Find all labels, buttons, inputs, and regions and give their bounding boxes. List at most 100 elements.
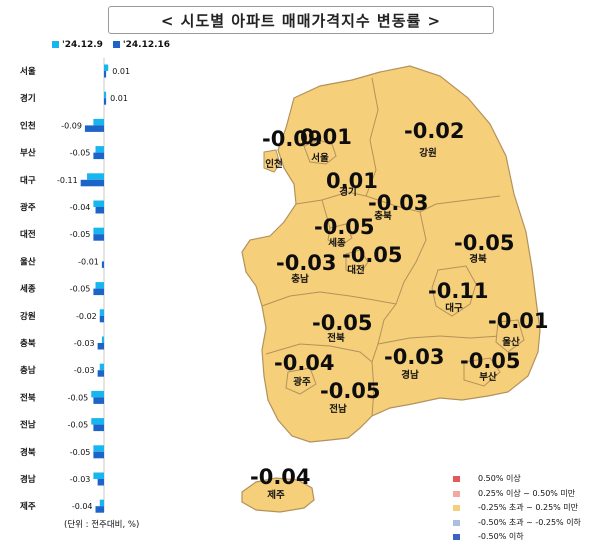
bar-value-label: -0.03 (74, 339, 95, 348)
map-value-label: -0.11 (428, 279, 489, 303)
daejeon-outline (345, 249, 369, 275)
legend-entry-prev: '24.12.9 (52, 40, 103, 50)
map-value-label: 0.01 (326, 169, 378, 193)
bar-prev-week (93, 445, 104, 452)
map-region-label: 충남 (291, 273, 309, 285)
map-region-label: 대전 (347, 264, 364, 276)
map-value-label: -0.03 (384, 345, 445, 369)
bar-prev-week (87, 173, 104, 180)
map-legend-row: 0.50% 이상 (453, 472, 581, 487)
map-value-label: -0.01 (488, 309, 549, 333)
map-value-label: -0.03 (368, 191, 429, 215)
map-legend-label: 0.25% 이상 ~ 0.50% 미만 (478, 488, 576, 498)
bar-curr-week (93, 234, 104, 241)
bar-value-label: 0.01 (110, 94, 128, 103)
page-title: < 시도별 아파트 매매가격지수 변동률 > (108, 6, 494, 34)
bar-curr-week (93, 397, 104, 404)
bar-prev-week (104, 91, 107, 99)
map-value-label: -0.05 (460, 349, 521, 373)
bar-value-label: -0.02 (76, 312, 97, 321)
category-label: 광주 (20, 202, 36, 213)
map-value-label: -0.05 (454, 231, 515, 255)
border-chungnam-jeonbuk (261, 291, 397, 307)
bar-prev-week (93, 118, 104, 126)
category-label: 충남 (20, 365, 36, 376)
bar-value-label: -0.05 (70, 285, 91, 294)
map-region-label: 제주 (267, 489, 285, 501)
map-region-label: 대구 (445, 302, 463, 314)
map-region-label: 부산 (479, 371, 497, 383)
map-labels: -0.09인천0.01서울0.01경기-0.02강원-0.03충북-0.05세종… (250, 119, 549, 501)
bar-prev-week (104, 64, 109, 71)
map-metro-outlines (263, 139, 525, 395)
map-value-label: -0.09 (262, 127, 323, 151)
category-label: 제주 (20, 501, 36, 512)
bar-curr-week (93, 152, 104, 160)
map-region-label: 경북 (469, 253, 487, 265)
bar-value-label: -0.01 (78, 257, 99, 266)
category-label: 전남 (20, 420, 36, 431)
korea-map (241, 65, 541, 513)
border-gyeonggi-gangwon (365, 77, 379, 197)
bar-value-label: -0.05 (68, 421, 89, 430)
bar-value-label: -0.04 (72, 502, 93, 511)
bar-prev-week (101, 336, 104, 343)
map-legend-swatch (453, 476, 460, 483)
category-label: 경남 (20, 474, 36, 485)
bar-prev-week (95, 282, 104, 289)
map-region-label: 경남 (401, 369, 419, 381)
bar-curr-week (84, 125, 104, 132)
map-legend-label: -0.25% 초과 ~ 0.25% 미만 (478, 503, 579, 512)
seoul-outline (303, 139, 337, 165)
map-region-label: 강원 (419, 147, 436, 159)
map-region-label: 광주 (293, 376, 311, 388)
bar-value-label: -0.04 (70, 203, 91, 212)
map-value-label: -0.05 (312, 311, 373, 335)
category-label: 세종 (20, 284, 36, 295)
category-label: 울산 (20, 256, 36, 267)
incheon-outline (263, 149, 281, 173)
unit-note: (단위 : 전주대비, %) (64, 520, 140, 530)
map-region-label: 전북 (327, 332, 345, 344)
daegu-outline (431, 265, 477, 317)
bar-value-label: -0.03 (70, 475, 91, 484)
border-gyeonggi-south (295, 191, 501, 213)
bar-curr-week (95, 506, 104, 513)
map-value-label: -0.04 (250, 465, 311, 489)
border-jeonbuk-jeonnam (265, 343, 373, 363)
bar-value-label: -0.11 (57, 176, 78, 185)
category-label: 대구 (20, 175, 36, 186)
map-region-label: 경기 (339, 186, 356, 198)
map-region-label: 전남 (329, 403, 347, 415)
bar-curr-week (97, 370, 104, 377)
ulsan-outline (495, 319, 525, 353)
map-value-label: -0.05 (314, 215, 375, 239)
map-value-label: -0.02 (404, 119, 465, 143)
bar-value-label: -0.05 (70, 230, 91, 239)
border-chungbuk-gyeongbuk (395, 211, 427, 305)
bar-prev-week (99, 309, 104, 316)
legend-label-prev: '24.12.9 (62, 40, 103, 50)
bar-value-label: -0.05 (70, 448, 91, 457)
category-label: 충북 (20, 338, 36, 349)
legend-swatch-prev (52, 41, 59, 48)
category-label: 부산 (20, 148, 36, 159)
border-jeolla-gyeongnam (371, 303, 397, 417)
map-legend-label: 0.50% 이상 (478, 474, 521, 483)
map-legend-label: -0.50% 이하 (478, 532, 524, 541)
map-legend: 0.50% 이상 0.25% 이상 ~ 0.50% 미만 -0.25% 초과 ~… (453, 472, 581, 545)
map-legend-swatch (453, 534, 460, 541)
bar-prev-week (99, 499, 104, 507)
bar-curr-week (93, 424, 104, 432)
bar-curr-week (93, 288, 104, 296)
bar-curr-week (99, 315, 104, 323)
bar-prev-week (93, 227, 104, 235)
map-legend-swatch (453, 519, 460, 526)
bar-curr-week (80, 179, 104, 187)
map-value-label: -0.04 (274, 351, 335, 375)
map-value-label: -0.05 (320, 379, 381, 403)
map-region-label: 충북 (374, 210, 392, 222)
busan-outline (463, 357, 501, 387)
map-region-label: 울산 (502, 336, 520, 348)
